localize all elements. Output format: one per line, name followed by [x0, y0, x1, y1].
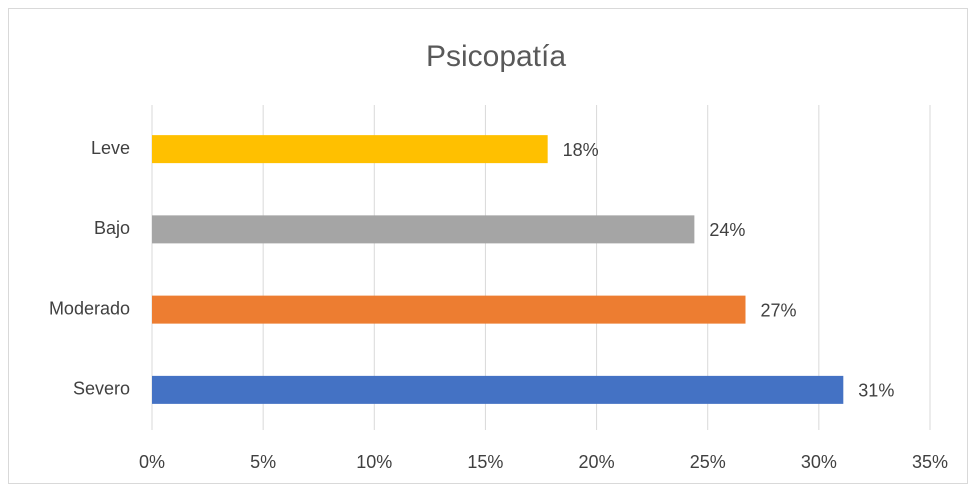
data-label: 18% [563, 140, 599, 160]
x-tick-label: 0% [139, 452, 165, 472]
data-label: 24% [709, 220, 745, 240]
x-tick-label: 25% [690, 452, 726, 472]
data-label: 31% [858, 381, 894, 401]
bar [152, 295, 746, 324]
x-tick-label: 5% [250, 452, 276, 472]
chart-title: Psicopatía [426, 40, 566, 73]
bar [152, 375, 844, 404]
x-tick-label: 10% [356, 452, 392, 472]
bar [152, 135, 548, 164]
x-tick-label: 15% [467, 452, 503, 472]
x-tick-label: 35% [912, 452, 948, 472]
y-tick-label: Leve [91, 138, 130, 158]
y-tick-label: Severo [73, 379, 130, 399]
y-tick-label: Moderado [49, 298, 130, 318]
data-label: 27% [761, 300, 797, 320]
x-tick-label: 30% [801, 452, 837, 472]
chart-frame [8, 8, 968, 484]
bar [152, 215, 695, 244]
y-tick-label: Bajo [94, 218, 130, 238]
x-tick-label: 20% [579, 452, 615, 472]
